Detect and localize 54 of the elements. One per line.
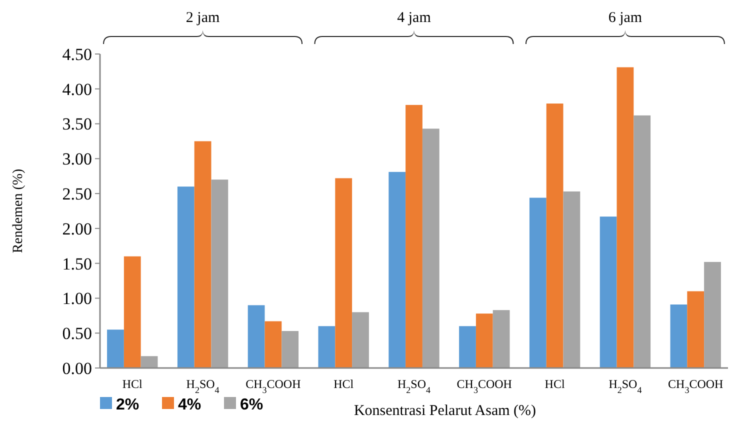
y-tick-label: 0.00	[62, 358, 92, 378]
legend-label: 2%	[116, 396, 140, 414]
x-tick-label: CH$_{3}$COOH	[456, 377, 512, 395]
bar	[687, 291, 704, 368]
bar	[670, 304, 688, 368]
x-tick-label: CH$_{3}$COOH	[246, 377, 302, 395]
bar	[406, 104, 422, 368]
bar	[140, 356, 158, 368]
bar	[124, 256, 141, 368]
bar	[282, 331, 299, 368]
text: 2 jam	[186, 10, 220, 26]
bar	[546, 104, 564, 368]
bar	[529, 198, 546, 368]
y-tick-label: 2.50	[62, 184, 92, 204]
x-tick-label: H$_{2}$SO$_{4}$	[397, 377, 432, 395]
legend-label: 4%	[178, 396, 202, 414]
bar	[248, 305, 265, 368]
bar	[264, 321, 282, 368]
x-tick-label: H$_{2}$SO$_{4}$	[186, 377, 220, 395]
bar	[211, 180, 228, 368]
bar	[476, 314, 493, 368]
x-tick-label: HCl	[544, 377, 566, 391]
y-tick-label: 3.50	[62, 114, 92, 134]
bar	[352, 312, 369, 368]
y-tick-label: 4.00	[62, 80, 92, 99]
text: 6 jam	[608, 10, 642, 26]
x-tick-label: H$_{2}$SO$_{4}$	[608, 377, 642, 395]
y-tick-label: 2.00	[62, 219, 92, 238]
y-tick-label: 3.00	[62, 150, 92, 169]
x-tick-label: HCl	[122, 377, 144, 391]
y-tick-label: 0.50	[62, 324, 92, 344]
bar	[194, 141, 212, 368]
y-tick-label: 1.00	[62, 289, 92, 308]
bar	[388, 172, 406, 368]
bar	[704, 262, 721, 368]
bar	[492, 310, 510, 368]
x-tick-label: CH$_{3}$COOH	[668, 377, 724, 395]
bar	[634, 115, 651, 368]
x-axis-title: Konsentrasi Pelarut Asam (%)	[354, 403, 536, 419]
bar	[335, 178, 352, 368]
legend-label: 6%	[240, 396, 264, 414]
y-tick-label: 4.50	[62, 44, 92, 64]
bar	[318, 326, 336, 368]
bar	[600, 216, 617, 368]
y-tick-label: 1.50	[62, 254, 92, 274]
bar	[422, 128, 440, 368]
bar	[563, 191, 580, 368]
bar	[107, 330, 124, 368]
bar	[616, 67, 634, 368]
bar	[459, 326, 476, 368]
x-tick-label: HCl	[334, 377, 354, 391]
text: 4 jam	[397, 10, 432, 26]
bar	[177, 186, 194, 368]
y-axis-title: Rendemen (%)	[11, 168, 26, 254]
